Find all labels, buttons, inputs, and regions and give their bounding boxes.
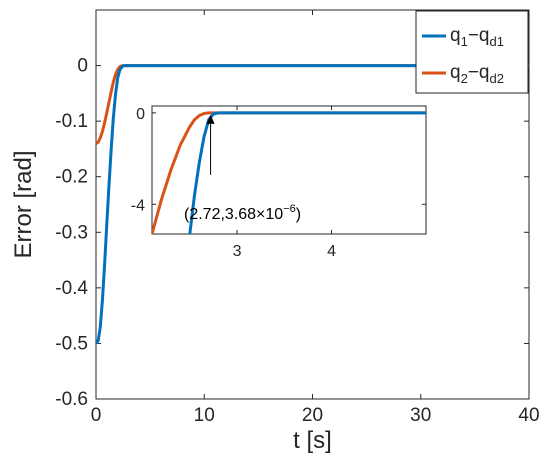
y-tick-label: 0 (77, 56, 88, 77)
x-tick-label: 10 (194, 405, 215, 426)
x-tick-label: 40 (518, 405, 539, 426)
x-tick-label: 0 (91, 405, 102, 426)
y-tick-label: -0.4 (55, 278, 88, 299)
y-tick-label: -0.6 (55, 389, 88, 410)
x-axis-title: t [s] (293, 427, 332, 454)
legend-label-series-1: q1−qd1 (450, 25, 504, 49)
y-tick-label: -0.2 (55, 167, 88, 188)
legend-label-series-2: q2−qd2 (450, 62, 504, 86)
inset-x-tick-label: 3 (233, 243, 242, 260)
y-axis-title: Error [rad] (10, 150, 37, 258)
annotation-label: (2.72,3.68×10−6) (184, 203, 301, 223)
inset-y-tick-label: -4 (131, 197, 145, 214)
annotation-arrow-head (206, 114, 215, 124)
x-tick-label: 30 (410, 405, 431, 426)
inset-zoom-plot: 3 4 0 -4 (2.72,3.68×10−6) (131, 105, 427, 260)
main-axis-ticks: 0 10 20 30 400-0.1-0.2-0.3-0.4-0.5-0.6 (55, 10, 540, 426)
inset-axis-ticks: 3 4 0 -4 (131, 106, 426, 260)
inset-series-line-1 (188, 111, 426, 234)
main-series-lines (94, 64, 529, 345)
inset-series-line-2 (152, 111, 426, 234)
legend: q1−qd1 q2−qd2 (415, 10, 529, 94)
x-tick-label: 20 (302, 405, 323, 426)
y-tick-label: -0.3 (55, 222, 88, 243)
y-tick-label: -0.1 (55, 111, 88, 132)
series-line-1 (94, 64, 529, 345)
inset-x-tick-label: 4 (327, 243, 336, 260)
inset-series-lines (152, 111, 426, 234)
y-tick-label: -0.5 (55, 333, 88, 354)
legend-box (415, 10, 529, 94)
inset-y-tick-label: 0 (136, 106, 145, 123)
